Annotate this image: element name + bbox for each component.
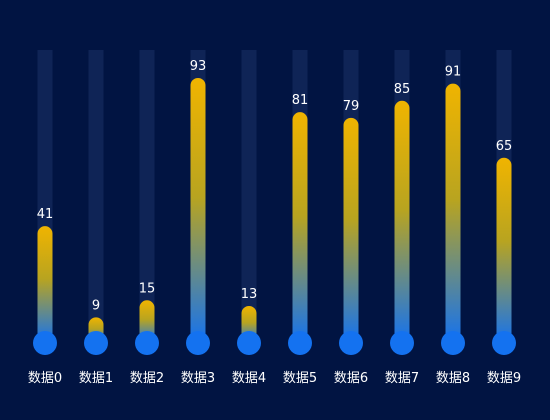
bar-bulb	[33, 331, 57, 355]
bar[interactable]	[343, 117, 359, 343]
bar[interactable]	[496, 157, 512, 343]
data-label: 81	[292, 93, 309, 108]
track-layer	[37, 50, 512, 343]
data-label: 93	[190, 59, 207, 74]
bar[interactable]	[445, 83, 461, 344]
bar-bulb	[390, 331, 414, 355]
bar-bulb	[492, 331, 516, 355]
bar-bulb	[135, 331, 159, 355]
bar-bulb	[288, 331, 312, 355]
bar-bulb	[186, 331, 210, 355]
x-tick-label: 数据2	[130, 371, 164, 386]
x-tick-label: 数据9	[487, 371, 521, 386]
bar-track	[88, 50, 104, 343]
data-label: 85	[394, 82, 411, 97]
bar-bulb	[237, 331, 261, 355]
x-tick-label: 数据0	[28, 371, 62, 386]
bar[interactable]	[394, 100, 410, 343]
bulb-layer	[33, 331, 516, 355]
category-label-layer: 数据0 数据1 数据2 数据3 数据4 数据5 数据6 数据7 数据8 数据9	[28, 371, 521, 386]
x-tick-label: 数据7	[385, 371, 419, 386]
x-tick-label: 数据3	[181, 371, 215, 386]
data-label: 9	[92, 298, 100, 313]
bar[interactable]	[292, 112, 308, 344]
x-tick-label: 数据5	[283, 371, 317, 386]
bar-bulb	[441, 331, 465, 355]
bar[interactable]	[190, 77, 206, 343]
x-tick-label: 数据4	[232, 371, 266, 386]
bar-layer	[37, 77, 512, 344]
x-tick-label: 数据6	[334, 371, 368, 386]
value-label-layer: 41 9 15 93 13 81 79 85 91 65	[37, 59, 513, 313]
data-label: 79	[343, 99, 360, 114]
data-label: 41	[37, 207, 54, 222]
bar-track	[241, 50, 257, 343]
bar[interactable]	[37, 226, 53, 343]
bar-bulb	[84, 331, 108, 355]
x-tick-label: 数据1	[79, 371, 113, 386]
bar-bulb	[339, 331, 363, 355]
data-label: 13	[241, 287, 258, 302]
data-label: 91	[445, 65, 462, 80]
data-label: 15	[139, 281, 156, 296]
x-tick-label: 数据8	[436, 371, 470, 386]
data-label: 65	[496, 139, 513, 154]
bar-track	[139, 50, 155, 343]
